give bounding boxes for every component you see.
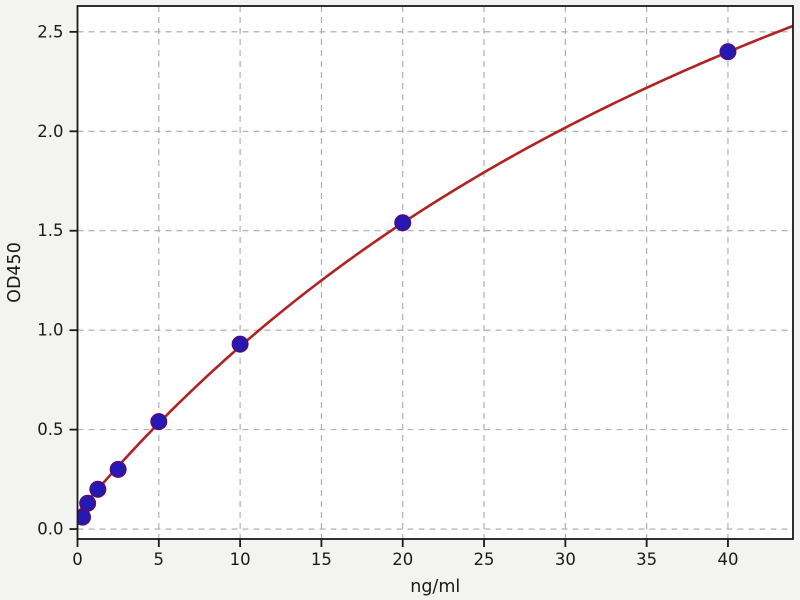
data-point [79, 494, 97, 512]
y-tick-label: 1.0 [37, 321, 63, 340]
data-point [89, 480, 107, 498]
x-tick-label: 25 [474, 550, 495, 569]
plot-area [77, 6, 793, 539]
y-tick-label: 0.0 [37, 520, 63, 539]
x-tick-label: 5 [154, 550, 165, 569]
y-tick-label: 2.5 [37, 22, 63, 41]
x-tick-label: 10 [230, 550, 251, 569]
x-tick-label: 40 [717, 550, 738, 569]
x-tick-label: 30 [555, 550, 576, 569]
x-tick-label: 20 [392, 550, 413, 569]
x-axis-label: ng/ml [410, 577, 460, 597]
x-tick-label: 15 [311, 550, 332, 569]
y-tick-label: 1.5 [37, 221, 63, 240]
data-point [150, 413, 168, 431]
y-tick-label: 0.5 [37, 420, 63, 439]
data-point [231, 335, 249, 353]
data-point [109, 460, 127, 478]
axes-spines [76, 5, 794, 540]
data-point [719, 43, 737, 61]
y-axis-label: OD450 [5, 242, 25, 303]
x-tick-label: 0 [72, 550, 83, 569]
y-tick-label: 2.0 [37, 122, 63, 141]
data-point [394, 214, 412, 232]
fit-curve [77, 24, 793, 514]
x-tick-label: 35 [636, 550, 657, 569]
